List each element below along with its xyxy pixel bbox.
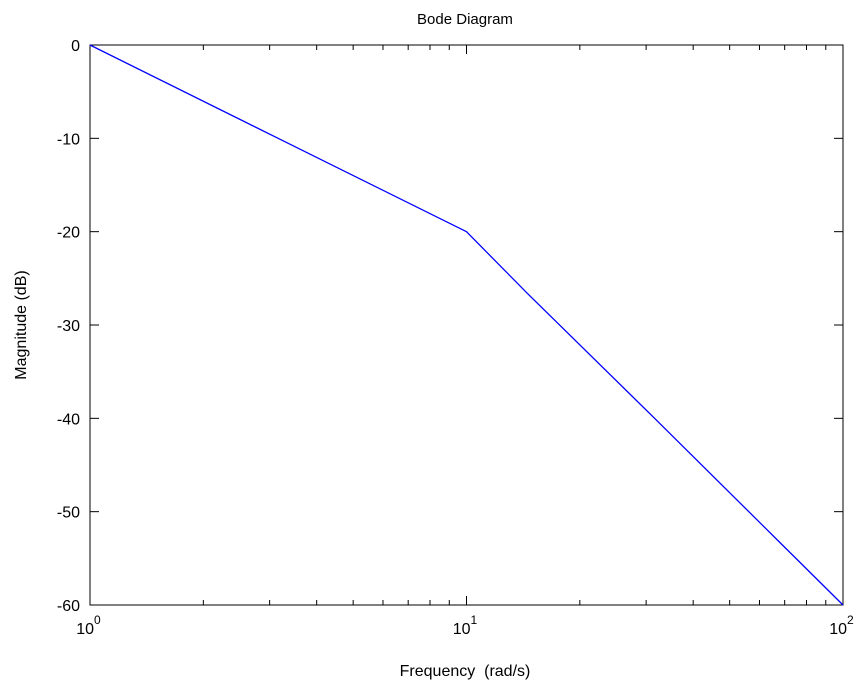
magnitude-line — [89, 44, 844, 606]
y-tick-label: -40 — [57, 411, 80, 428]
x-tick-label-exponent: 2 — [847, 613, 854, 627]
x-tick-label-base: 10 — [76, 621, 94, 638]
x-axis-label: Frequency (rad/s) — [400, 663, 531, 680]
x-tick-label-base: 10 — [829, 621, 847, 638]
y-tick-label: 0 — [71, 38, 80, 55]
y-tick-label: -10 — [57, 131, 80, 148]
y-axis-label: Magnitude (dB) — [13, 270, 30, 379]
y-tick-label: -60 — [57, 598, 80, 615]
y-tick-label: -20 — [57, 225, 80, 242]
y-tick-labels: 0 -10 -20 -30 -40 -50 -60 — [57, 38, 80, 615]
y-tick-label: -30 — [57, 318, 80, 335]
x-tick-label-exponent: 1 — [471, 613, 478, 627]
y-tick-label: -50 — [57, 505, 80, 522]
chart-title: Bode Diagram — [417, 11, 513, 28]
x-tick-label-exponent: 0 — [94, 613, 101, 627]
major-ticks — [89, 44, 844, 606]
series-lines — [89, 44, 844, 606]
x-tick-label-base: 10 — [453, 621, 471, 638]
minor-ticks — [202, 45, 827, 605]
plot-area — [89, 44, 844, 606]
